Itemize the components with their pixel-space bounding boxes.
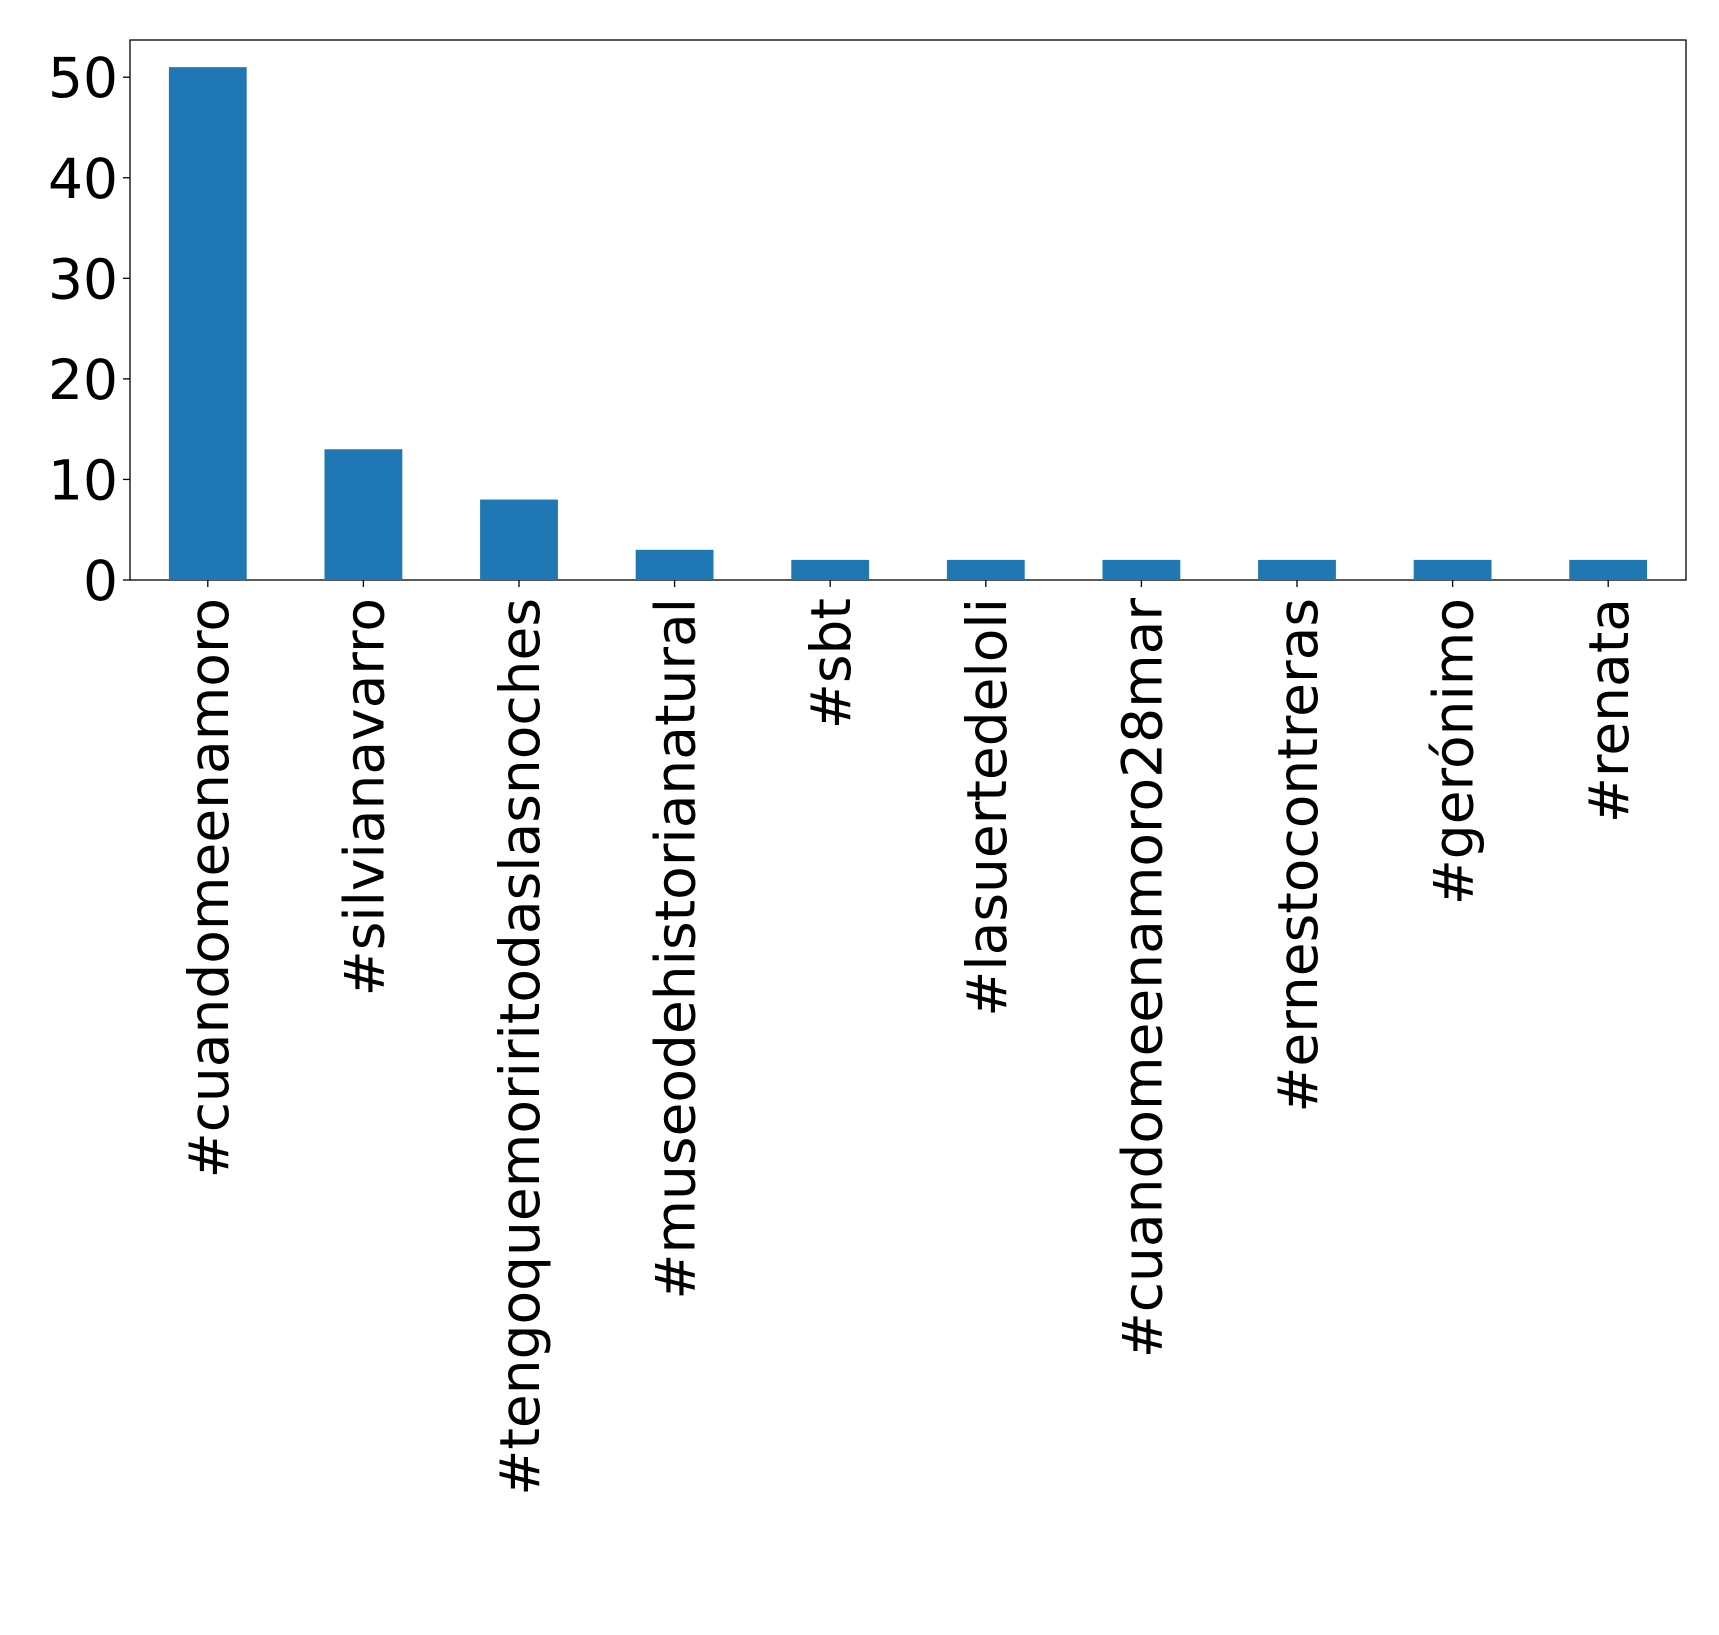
x-tick-label: #museodehistorianatural: [644, 598, 708, 1300]
bar: [1413, 559, 1492, 580]
bar: [1569, 559, 1648, 580]
x-tick-label: #cuandomeenamoro28mar: [1110, 598, 1174, 1359]
y-tick-label: 30: [48, 247, 118, 311]
y-tick-label: 20: [48, 348, 118, 412]
bar: [168, 67, 247, 581]
y-tick-label: 50: [48, 46, 118, 110]
bars-layer: [168, 67, 1648, 581]
bar: [480, 499, 558, 580]
x-tick-label: #silvianavarro: [332, 598, 396, 996]
x-tick-label: #lasuertedeloli: [955, 598, 1019, 1017]
bar: [324, 449, 403, 580]
x-tick-label: #ernestocontreras: [1266, 598, 1330, 1113]
x-tick-label: #sbt: [799, 598, 863, 729]
y-tick-label: 40: [48, 147, 118, 211]
bar: [635, 549, 714, 580]
ticks-layer: #cuandomeenamoro #silvianavarro #tengoquem…: [48, 46, 1641, 1496]
bar: [791, 559, 870, 580]
x-tick-label: #renata: [1577, 598, 1641, 823]
x-tick-label: #cuandomeenamoro: [177, 598, 241, 1178]
x-tick-label: #tengoquemoriritodaslasnoches: [488, 598, 552, 1496]
x-tick-label: #gerónimo: [1422, 598, 1486, 905]
y-tick-label: 0: [83, 549, 118, 613]
plot-frame: [129, 39, 1687, 581]
y-tick-label: 10: [48, 448, 118, 512]
bar: [1102, 559, 1181, 580]
bar: [946, 559, 1025, 580]
bar: [1258, 559, 1336, 580]
